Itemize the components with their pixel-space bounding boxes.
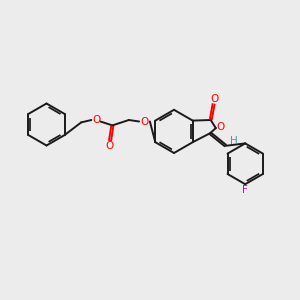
Text: O: O — [210, 94, 218, 104]
Text: F: F — [242, 184, 247, 195]
Text: O: O — [217, 122, 225, 132]
Text: O: O — [106, 140, 114, 151]
Text: O: O — [93, 115, 101, 125]
Text: O: O — [140, 116, 148, 127]
Text: H: H — [230, 136, 238, 146]
